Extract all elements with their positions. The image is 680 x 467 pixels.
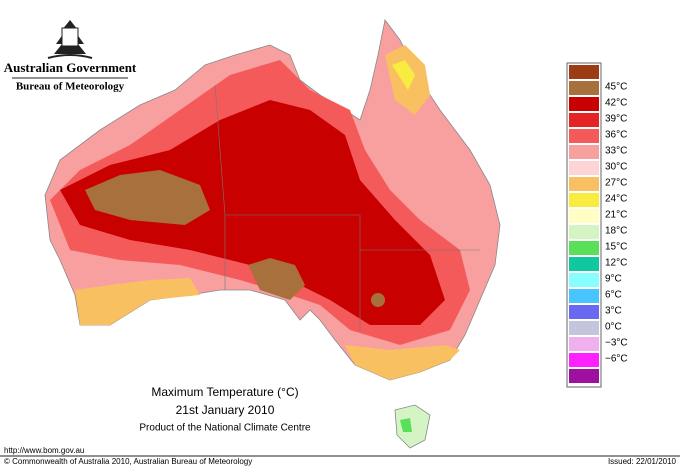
- legend-swatch: [569, 225, 599, 239]
- legend-label: 12°C: [605, 258, 627, 269]
- map-title: Maximum Temperature (°C): [151, 385, 298, 399]
- tasmania: [394, 404, 431, 449]
- bureau-name: Bureau of Meteorology: [16, 81, 125, 93]
- zone-39: [60, 100, 445, 325]
- zone-vic: [345, 345, 460, 380]
- australia-map: [44, 19, 501, 449]
- legend-swatch: [569, 321, 599, 335]
- legend-swatch: [569, 65, 599, 79]
- legend-swatch: [569, 81, 599, 95]
- government-name: Australian Government: [4, 60, 137, 75]
- shield: [61, 27, 79, 47]
- legend-swatch: [569, 113, 599, 127]
- hot-sa: [248, 258, 305, 300]
- legend-label: 27°C: [605, 178, 627, 189]
- map-date: 21st January 2010: [176, 403, 275, 417]
- copyright: © Commonwealth of Australia 2010, Austra…: [4, 457, 252, 466]
- legend-label: 30°C: [605, 162, 627, 173]
- legend-swatch: [569, 209, 599, 223]
- map-product: Product of the National Climate Centre: [139, 423, 311, 434]
- hot-spot: [371, 293, 385, 307]
- legend-label: 39°C: [605, 114, 627, 125]
- legend-swatch: [569, 369, 599, 383]
- legend-label: 0°C: [605, 322, 622, 333]
- issued-date: Issued: 22/01/2010: [608, 457, 677, 466]
- tasmania-cool: [400, 418, 412, 432]
- legend-swatch: [569, 145, 599, 159]
- legend-swatch: [569, 161, 599, 175]
- legend-label: 33°C: [605, 146, 627, 157]
- legend-swatch: [569, 289, 599, 303]
- url[interactable]: http://www.bom.gov.au: [4, 446, 84, 455]
- legend-label: 3°C: [605, 306, 622, 317]
- hot-west: [85, 170, 210, 225]
- legend-swatch: [569, 177, 599, 191]
- legend: 45°C 42°C 39°C 36°C 33°C 30°C 27°C 24°C 21°C 18°C…: [566, 62, 628, 388]
- legend-swatch: [569, 97, 599, 111]
- legend-label: 36°C: [605, 130, 627, 141]
- legend-swatch: [569, 241, 599, 255]
- legend-swatch: [569, 257, 599, 271]
- legend-label: −3°C: [605, 338, 628, 349]
- legend-swatch: [569, 337, 599, 351]
- zone-cape-inner: [392, 60, 415, 90]
- legend-label: 18°C: [605, 226, 627, 237]
- legend-label: 15°C: [605, 242, 627, 253]
- legend-label: 9°C: [605, 274, 622, 285]
- logo: [47, 20, 93, 59]
- legend-swatch: [569, 305, 599, 319]
- legend-swatch: [569, 193, 599, 207]
- scroll: [47, 54, 93, 59]
- legend-label: 21°C: [605, 210, 627, 221]
- legend-swatch: [569, 353, 599, 367]
- legend-label: −6°C: [605, 354, 628, 365]
- state-borders: [214, 84, 480, 330]
- legend-swatch: [569, 273, 599, 287]
- legend-label: 45°C: [605, 82, 627, 93]
- legend-label: 6°C: [605, 290, 622, 301]
- legend-swatch: [569, 129, 599, 143]
- legend-label: 24°C: [605, 194, 627, 205]
- zone-sw: [75, 278, 200, 325]
- legend-label: 42°C: [605, 98, 627, 109]
